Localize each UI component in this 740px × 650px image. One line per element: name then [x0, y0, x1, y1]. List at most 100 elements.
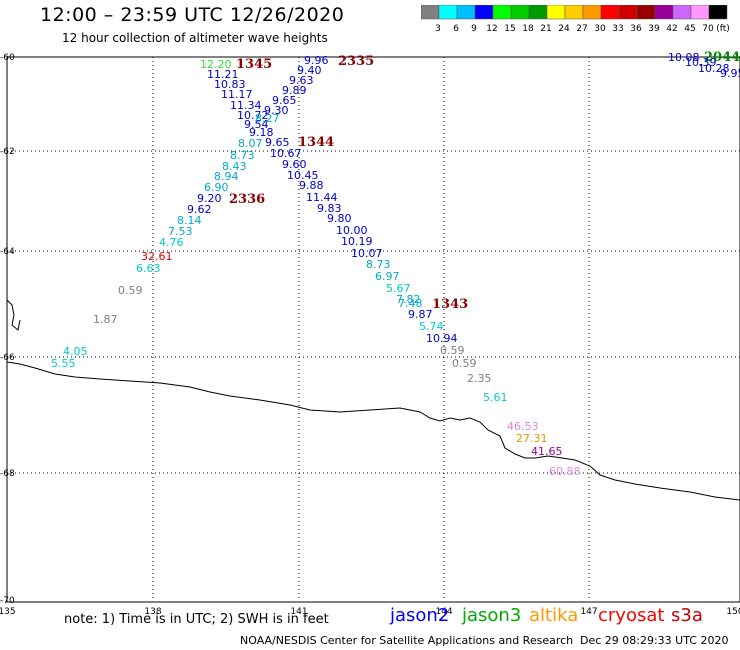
- wave-height-label: 9.65: [272, 94, 297, 107]
- wave-height-label: 7.82: [396, 293, 421, 306]
- wave-height-label: 10.00: [336, 224, 368, 237]
- y-tick-label: -70: [0, 596, 15, 606]
- wave-height-label: 12.20: [200, 58, 232, 71]
- wave-height-label: 10.94: [426, 332, 458, 345]
- wave-height-label: 11.34: [230, 99, 262, 112]
- credit-line: NOAA/NESDIS Center for Satellite Applica…: [240, 634, 574, 647]
- generated-timestamp: Dec 29 08:29:33 UTC 2020: [580, 634, 729, 647]
- color-scale-label: 42: [666, 24, 677, 34]
- pass-time-label: 2336: [229, 192, 265, 207]
- wave-height-label: 10.07: [351, 247, 383, 260]
- x-tick-label: 144: [435, 607, 452, 617]
- map-title: 12:00 – 23:59 UTC 12/26/2020: [40, 4, 345, 26]
- color-swatch: [708, 5, 728, 20]
- y-tick-label: -66: [0, 353, 15, 363]
- wave-height-label: 27.31: [516, 432, 548, 445]
- wave-height-label: 9.87: [408, 308, 433, 321]
- wave-height-label: 0.59: [452, 357, 477, 370]
- wave-height-label: 8.94: [214, 170, 239, 183]
- wave-height-label: 60.88: [549, 465, 581, 478]
- wave-height-label: 9.62: [187, 203, 212, 216]
- wave-height-label: 9.20: [197, 192, 222, 205]
- pass-time-label: 2044: [704, 50, 740, 65]
- wave-height-label: 9.96: [304, 54, 329, 67]
- color-scale-label: 30: [594, 24, 606, 34]
- wave-height-label: 8.14: [177, 214, 202, 227]
- wave-height-label: 10.72: [237, 109, 269, 122]
- color-scale-label: 36: [630, 24, 642, 34]
- color-scale-label: 21: [540, 24, 551, 34]
- x-tick-label: 141: [290, 607, 307, 617]
- wave-height-label: 9.40: [297, 64, 322, 77]
- wave-height-label: 8.43: [222, 160, 247, 173]
- color-scale-label: 12: [486, 24, 497, 34]
- wave-height-label: 8.73: [366, 258, 391, 271]
- wave-height-label: 4.05: [63, 345, 88, 358]
- wave-height-label: 9.83: [317, 202, 342, 215]
- wave-height-label: 9.30: [264, 104, 289, 117]
- wave-height-label: 11.17: [221, 88, 253, 101]
- legend-cryosat: cryosat: [598, 605, 665, 626]
- wave-height-label: 9.65: [265, 136, 290, 149]
- wave-height-label: 6.63: [136, 262, 161, 275]
- wave-height-label: 1.87: [93, 313, 118, 326]
- wave-height-label: 10.83: [214, 78, 246, 91]
- wave-height-label: 9.89: [282, 84, 307, 97]
- x-tick-label: 135: [0, 607, 16, 617]
- wave-height-label: 2.35: [467, 372, 492, 385]
- wave-height-label: 10.45: [287, 169, 319, 182]
- wave-height-label: 10.19: [341, 235, 373, 248]
- wave-height-label: 9.95: [720, 67, 740, 80]
- wave-height-label: 9.80: [327, 212, 352, 225]
- wave-height-label: 11.21: [207, 68, 239, 81]
- y-tick-label: -64: [0, 247, 15, 257]
- wave-height-label: 10.28: [698, 62, 730, 75]
- map-frame: [6, 56, 740, 603]
- color-scale-label: 9: [471, 24, 477, 34]
- wave-height-label: 0.59: [118, 284, 143, 297]
- color-scale-label: 18: [522, 24, 534, 34]
- y-tick-label: -68: [0, 469, 15, 479]
- pass-time-label: 2335: [338, 54, 374, 69]
- wave-height-label: 9.60: [282, 158, 307, 171]
- y-tick-label: -62: [0, 147, 15, 157]
- wave-height-label: 0.59: [440, 344, 465, 357]
- wave-height-label: 10.08: [668, 51, 700, 64]
- wave-height-label: 11.44: [306, 191, 338, 204]
- wave-height-label: 8.27: [255, 112, 280, 125]
- wave-height-label: 41.65: [531, 445, 563, 458]
- wave-height-label: 6.90: [204, 181, 229, 194]
- wave-height-label: 5.74: [419, 320, 444, 333]
- color-scale-label: 70: [702, 24, 714, 34]
- wave-height-label: 7.48: [398, 297, 423, 310]
- color-scale-label: 3: [435, 24, 441, 34]
- wave-height-label: 5.55: [51, 357, 76, 370]
- legend-jason3: jason3: [462, 605, 522, 626]
- x-tick-label: 147: [580, 607, 597, 617]
- color-scale-label: 33: [612, 24, 623, 34]
- y-tick-label: -60: [0, 53, 15, 63]
- wave-height-label: 7.53: [168, 225, 193, 238]
- pass-time-label: 1343: [432, 297, 468, 312]
- color-scale-unit: (ft): [716, 24, 730, 34]
- pass-time-label: 1344: [298, 135, 334, 150]
- wave-height-label: 9.88: [299, 179, 324, 192]
- color-scale-label: 15: [504, 24, 515, 34]
- wave-height-label: 9.18: [249, 126, 274, 139]
- wave-height-label: 10.39: [685, 56, 717, 69]
- coastline-fragment: [6, 299, 21, 331]
- wave-height-label: 4.76: [159, 236, 184, 249]
- color-scale-label: 39: [648, 24, 660, 34]
- legend-altika: altika: [529, 605, 579, 626]
- legend-s3a: s3a: [671, 605, 703, 626]
- map-subtitle: 12 hour collection of altimeter wave hei…: [62, 31, 328, 45]
- wave-height-label: 6.97: [375, 270, 400, 283]
- color-scale-label: 24: [558, 24, 570, 34]
- wave-height-label: 46.53: [507, 420, 539, 433]
- wave-height-label: 8.07: [238, 137, 263, 150]
- wave-height-label: 5.67: [386, 282, 411, 295]
- color-scale-label: 45: [684, 24, 695, 34]
- wave-height-label: 9.63: [289, 74, 314, 87]
- wave-height-label: 10.67: [270, 147, 302, 160]
